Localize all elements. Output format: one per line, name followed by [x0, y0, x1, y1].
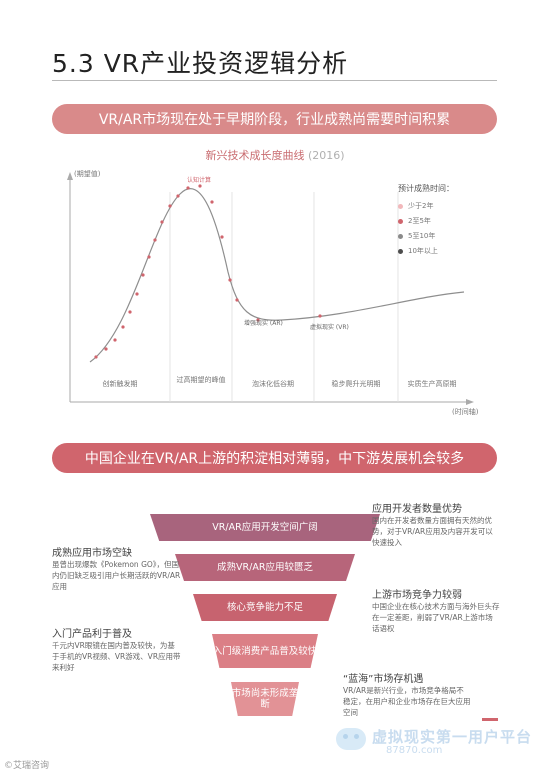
note-heading: 应用开发者数量优势	[372, 504, 462, 515]
phase-label-1: 创新触发期	[103, 379, 138, 388]
legend-item: 2至5年	[398, 216, 431, 226]
annotation-ar: 增强现实 (AR)	[244, 319, 283, 327]
chart-title: 新兴技术成长度曲线 (2016)	[0, 147, 550, 163]
legend-swatch	[398, 203, 403, 209]
legend-item: 10年以上	[398, 246, 438, 256]
source-credit: ©艾瑞咨询	[4, 761, 50, 771]
section-title: 5.3 VR产业投资逻辑分析	[52, 49, 349, 78]
funnel-layer-1: VR/AR应用开发空间广阔	[150, 514, 380, 541]
banner-bottom: 中国企业在VR/AR上游的积淀相对薄弱，中下游发展机会较多	[52, 443, 497, 473]
phase-label-2: 过高期望的峰值	[177, 375, 226, 384]
note-heading: 成熟应用市场空缺	[52, 548, 132, 559]
banner-top: VR/AR市场现在处于早期阶段，行业成熟尚需要时间积累	[52, 104, 497, 134]
note-right-1: 应用开发者数量优势 国内在开发者数量方面拥有天然的优势，对于VR/AR应用及内容…	[372, 500, 500, 548]
phase-label-3: 泡沫化低谷期	[252, 379, 294, 388]
note-right-2: 上游市场竞争力较弱 中国企业在核心技术方面与海外巨头存在一定差距，削弱了VR/A…	[372, 586, 500, 634]
legend-item: 少于2年	[398, 201, 433, 211]
annotation-peak: 认知计算	[187, 176, 211, 184]
phase-labels: 创新触发期 过高期望的峰值 泡沫化低谷期 稳步爬升光明期 实质生产高原期	[103, 375, 457, 388]
note-right-3: “蓝海”市场存机遇 VR/AR是新兴行业，市场竞争格局不稳定，在用户和企业市场存…	[343, 670, 471, 718]
legend-title: 预计成熟时间：	[398, 184, 454, 193]
note-body: 虽曾出现爆款《Pokemon GO》，但国内仍旧缺乏吸引用户长期活跃的VR/AR…	[52, 560, 181, 591]
y-axis-label: (期望值)	[74, 169, 101, 178]
x-axis-arrow	[466, 399, 474, 405]
watermark-url: 87870.com	[386, 745, 443, 756]
note-left-2: 入门产品利于普及 千元内VR眼镜在国内普及较快，为基于手机的VR视频、VR游戏、…	[52, 625, 182, 673]
funnel-layer-4: 入门级消费产品普及较快	[212, 634, 318, 668]
legend-swatch	[398, 218, 403, 224]
hype-cycle-chart: (期望值) (时间轴) 认知计算 增强现实 (AR) 虚拟现实 (VR) 创新触…	[67, 169, 479, 416]
chart-title-year: (2016)	[307, 149, 345, 162]
annotation-vr: 虚拟现实 (VR)	[310, 323, 349, 331]
funnel-layer-5: 市场尚未形成垄断	[231, 682, 299, 716]
phase-label-5: 实质生产高原期	[408, 379, 457, 388]
note-heading: 入门产品利于普及	[52, 629, 132, 640]
note-heading: 上游市场竞争力较弱	[372, 590, 462, 601]
legend-swatch	[398, 233, 403, 239]
legend-swatch	[398, 248, 403, 254]
phase-label-4: 稳步爬升光明期	[332, 379, 381, 388]
note-left-1: 成熟应用市场空缺 虽曾出现爆款《Pokemon GO》，但国内仍旧缺乏吸引用户长…	[52, 544, 182, 592]
hype-curve	[89, 188, 465, 363]
note-heading: “蓝海”市场存机遇	[343, 674, 424, 685]
title-divider	[52, 80, 497, 81]
corner-accent	[482, 718, 498, 721]
funnel-layer-3: 核心竞争能力不足	[193, 594, 337, 621]
curve-markers	[94, 184, 322, 359]
y-axis-arrow	[67, 172, 73, 180]
funnel-layer-2: 成熟VR/AR应用较匮乏	[175, 554, 355, 581]
note-body: 千元内VR眼镜在国内普及较快，为基于手机的VR视频、VR游戏、VR应用带来利好	[52, 641, 181, 672]
note-body: VR/AR是新兴行业，市场竞争格局不稳定，在用户和企业市场存在巨大应用空间	[343, 686, 471, 717]
note-body: 中国企业在核心技术方面与海外巨头存在一定差距，削弱了VR/AR上游市场话语权	[372, 602, 500, 633]
x-axis-label: (时间轴)	[452, 407, 479, 416]
chart-title-text: 新兴技术成长度曲线	[205, 149, 305, 162]
watermark-text: 虚拟现实第一用户平台	[372, 728, 533, 746]
legend-item: 5至10年	[398, 231, 435, 241]
note-body: 国内在开发者数量方面拥有天然的优势，对于VR/AR应用及内容开发可以快速投入	[372, 516, 493, 547]
watermark-logo-icon	[336, 728, 366, 750]
